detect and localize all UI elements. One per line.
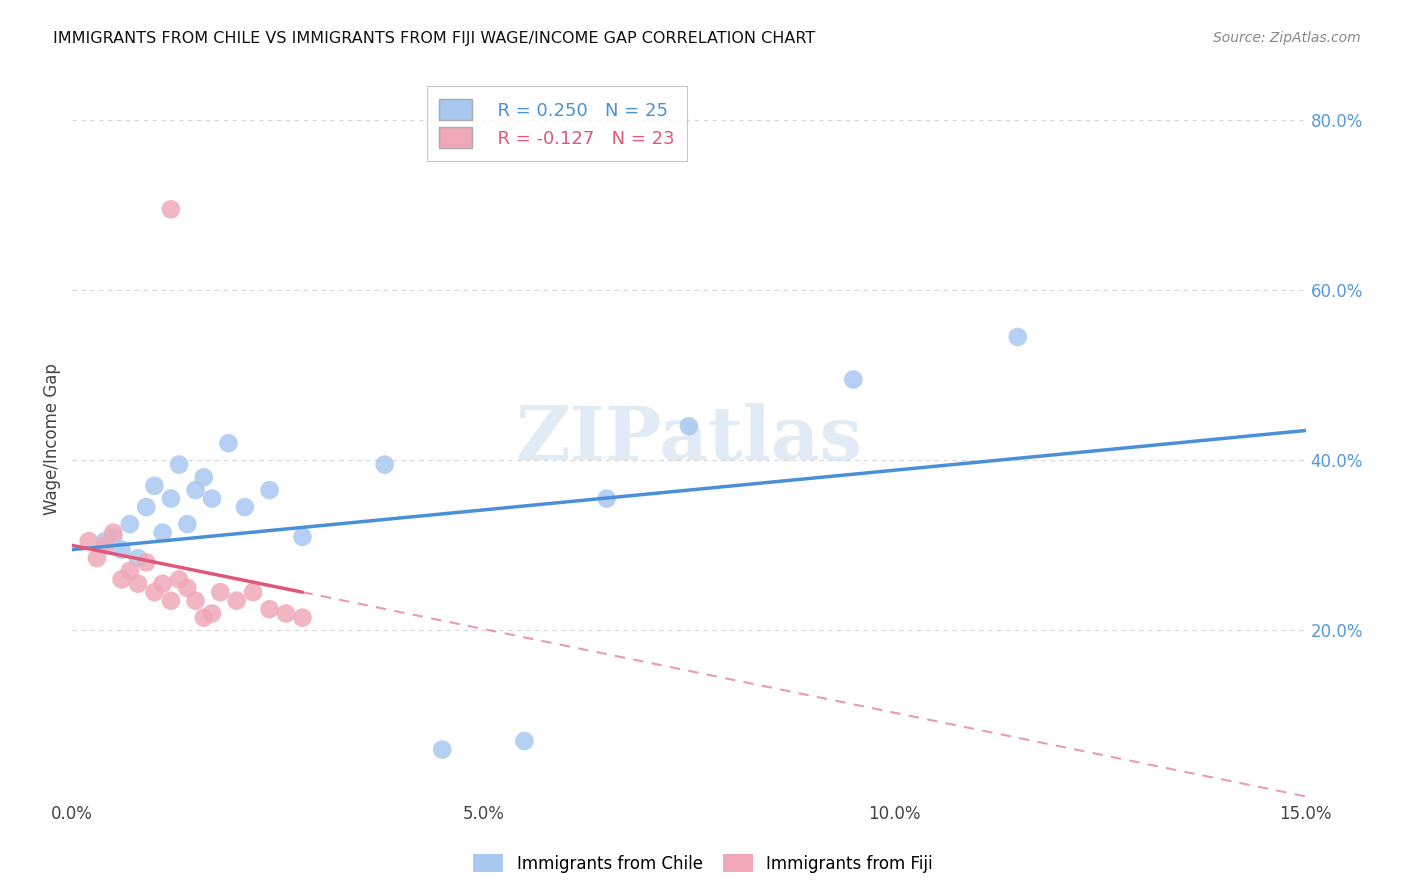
Point — [274, 607, 297, 621]
Point — [233, 500, 256, 514]
Point — [176, 581, 198, 595]
Point — [127, 551, 149, 566]
Point — [110, 542, 132, 557]
Point — [143, 479, 166, 493]
Point — [291, 610, 314, 624]
Point — [94, 534, 117, 549]
Point — [110, 573, 132, 587]
Point — [167, 458, 190, 472]
Point — [152, 525, 174, 540]
Point — [678, 419, 700, 434]
Point — [160, 593, 183, 607]
Point — [209, 585, 232, 599]
Point — [291, 530, 314, 544]
Y-axis label: Wage/Income Gap: Wage/Income Gap — [44, 363, 60, 515]
Point — [143, 585, 166, 599]
Legend: Immigrants from Chile, Immigrants from Fiji: Immigrants from Chile, Immigrants from F… — [467, 847, 939, 880]
Point — [103, 525, 125, 540]
Point — [513, 734, 536, 748]
Point — [176, 517, 198, 532]
Point — [77, 534, 100, 549]
Point — [118, 517, 141, 532]
Point — [103, 530, 125, 544]
Point — [118, 564, 141, 578]
Point — [94, 538, 117, 552]
Point — [135, 555, 157, 569]
Point — [160, 202, 183, 217]
Point — [432, 742, 454, 756]
Point — [842, 372, 865, 386]
Point — [127, 576, 149, 591]
Point — [167, 573, 190, 587]
Point — [193, 470, 215, 484]
Point — [259, 483, 281, 497]
Text: IMMIGRANTS FROM CHILE VS IMMIGRANTS FROM FIJI WAGE/INCOME GAP CORRELATION CHART: IMMIGRANTS FROM CHILE VS IMMIGRANTS FROM… — [53, 31, 815, 46]
Point — [1007, 330, 1029, 344]
Text: ZIPatlas: ZIPatlas — [516, 402, 862, 475]
Point — [217, 436, 239, 450]
Point — [259, 602, 281, 616]
Point — [152, 576, 174, 591]
Point — [184, 593, 207, 607]
Point — [201, 491, 224, 506]
Text: Source: ZipAtlas.com: Source: ZipAtlas.com — [1213, 31, 1361, 45]
Point — [201, 607, 224, 621]
Point — [374, 458, 396, 472]
Point — [193, 610, 215, 624]
Point — [595, 491, 617, 506]
Legend:   R = 0.250   N = 25,   R = -0.127   N = 23: R = 0.250 N = 25, R = -0.127 N = 23 — [426, 87, 688, 161]
Point — [160, 491, 183, 506]
Point — [184, 483, 207, 497]
Point — [225, 593, 247, 607]
Point — [86, 551, 108, 566]
Point — [135, 500, 157, 514]
Point — [242, 585, 264, 599]
